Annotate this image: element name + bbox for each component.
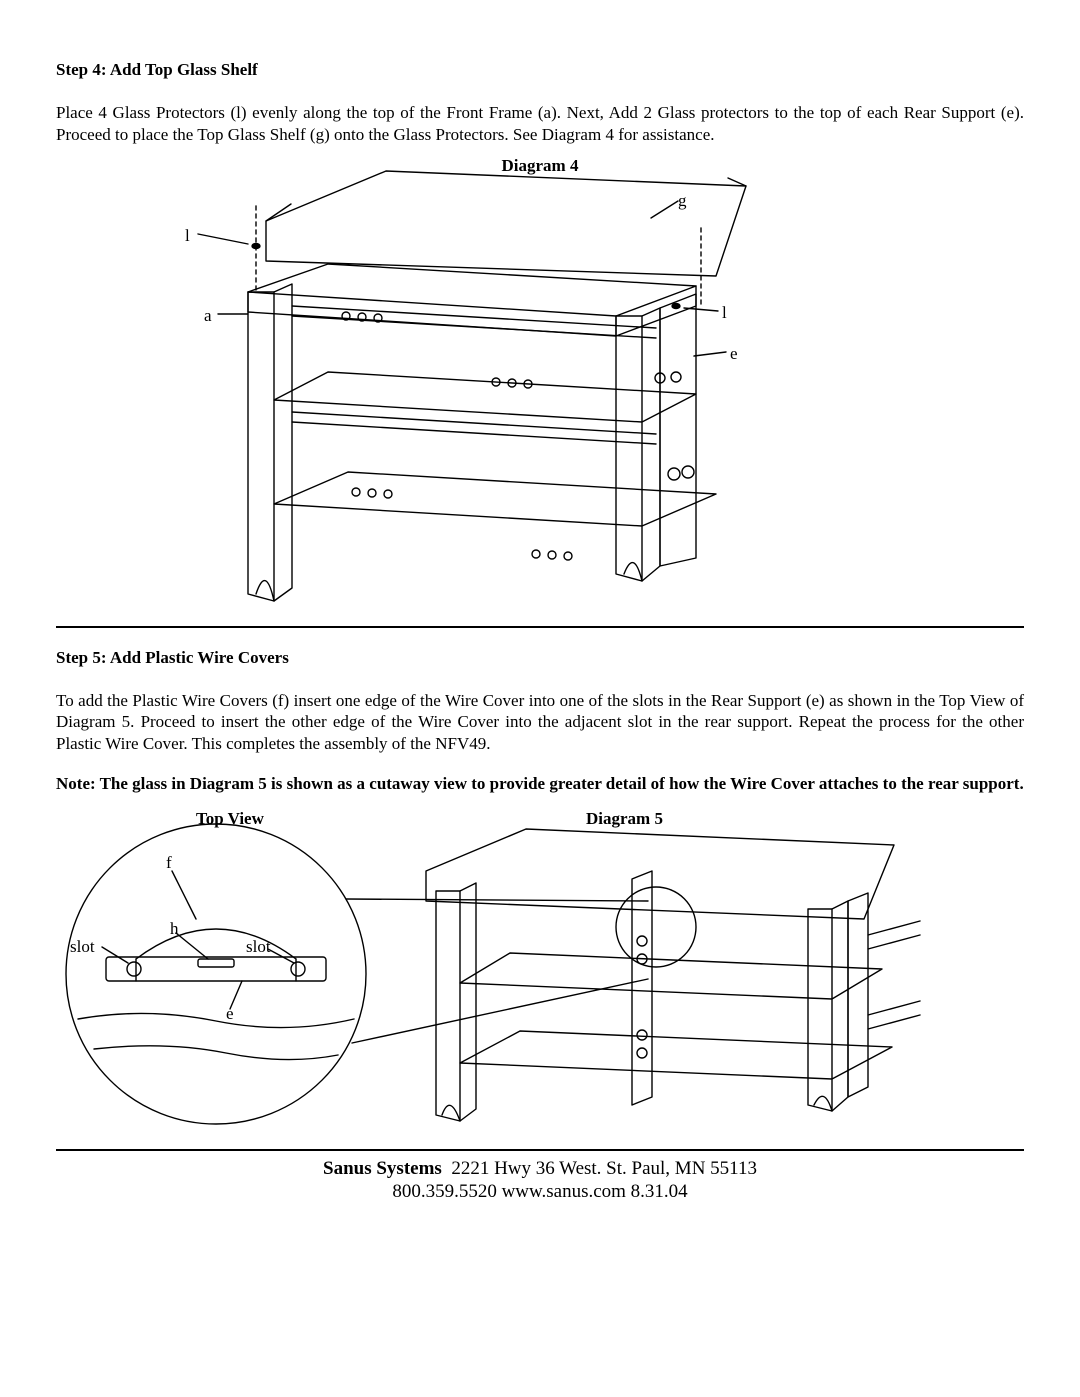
diagram5-title: Diagram 5 xyxy=(586,809,663,829)
diagram4-label-l-right: l xyxy=(722,303,727,323)
footer-line2: 800.359.5520 www.sanus.com 8.31.04 xyxy=(56,1180,1024,1204)
diagram4-title: Diagram 4 xyxy=(56,156,1024,176)
diagram4-label-e: e xyxy=(730,344,738,364)
separator-2 xyxy=(56,1149,1024,1151)
step5-title: Step 5: Add Plastic Wire Covers xyxy=(56,648,1024,668)
step4-title: Step 4: Add Top Glass Shelf xyxy=(56,60,1024,80)
diagram4-svg xyxy=(56,156,1024,626)
diagram4-label-l-topleft: l xyxy=(185,226,190,246)
diagram5-label-f: f xyxy=(166,853,172,873)
diagram5-block: Top View Diagram 5 f h slot slot e xyxy=(56,809,1024,1149)
diagram5-label-slot-r: slot xyxy=(246,937,271,957)
diagram5-topview-title: Top View xyxy=(196,809,264,829)
footer: Sanus Systems 2221 Hwy 36 West. St. Paul… xyxy=(56,1157,1024,1205)
step4-body: Place 4 Glass Protectors (l) evenly alon… xyxy=(56,102,1024,146)
diagram4-block: Diagram 4 g l a l e xyxy=(56,156,1024,626)
diagram5-label-e: e xyxy=(226,1004,234,1024)
footer-line1: Sanus Systems 2221 Hwy 36 West. St. Paul… xyxy=(56,1157,1024,1181)
diagram5-label-h: h xyxy=(170,919,179,939)
diagram4-label-a: a xyxy=(204,306,212,326)
footer-address: 2221 Hwy 36 West. St. Paul, MN 55113 xyxy=(451,1158,757,1179)
step5-note: Note: The glass in Diagram 5 is shown as… xyxy=(56,773,1024,795)
separator-1 xyxy=(56,626,1024,628)
footer-brand: Sanus Systems xyxy=(323,1158,442,1179)
diagram5-svg xyxy=(56,809,1024,1149)
step5-body: To add the Plastic Wire Covers (f) inser… xyxy=(56,690,1024,755)
diagram5-label-slot-l: slot xyxy=(70,937,95,957)
diagram4-label-g: g xyxy=(678,191,687,211)
